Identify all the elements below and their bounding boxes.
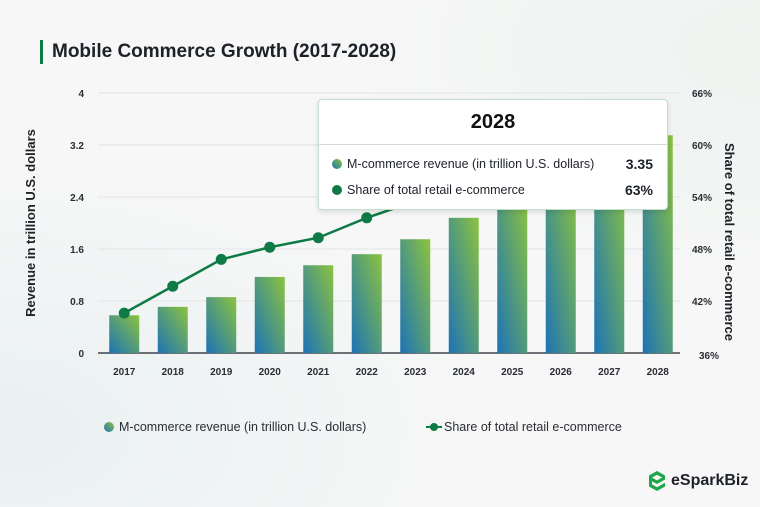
bar-2022 xyxy=(351,254,382,353)
bar-2025 xyxy=(497,197,528,353)
chart-title-bar: Mobile Commerce Growth (2017-2028) xyxy=(40,40,396,64)
y-axis-title-left: Revenue in trillion U.S. dollars xyxy=(23,129,38,317)
y-tick-label-right: 42% xyxy=(692,297,712,308)
y-tick-label-right: 36% xyxy=(699,351,719,362)
brand-name: eSparkBiz xyxy=(671,472,749,489)
y-tick-label-right: 54% xyxy=(692,193,712,204)
x-tick-label: 2021 xyxy=(307,367,330,378)
y-tick-label-left: 0.8 xyxy=(70,297,84,308)
point-2021 xyxy=(312,232,324,244)
bar-2023 xyxy=(400,239,431,353)
x-tick-label: 2023 xyxy=(404,367,427,378)
y-tick-label-left: 3.2 xyxy=(70,141,84,152)
x-tick-label: 2024 xyxy=(453,367,476,378)
tooltip-label: M-commerce revenue (in trillion U.S. dol… xyxy=(347,157,595,171)
y-tick-label-right: 66% xyxy=(692,89,712,100)
y-axis-title-right: Share of total retail e-commerce xyxy=(722,143,737,341)
line-marker-icon xyxy=(426,422,442,432)
x-tick-label: 2022 xyxy=(356,367,379,378)
brand-logo: eSparkBiz xyxy=(647,470,748,492)
bar-2024 xyxy=(448,217,479,353)
point-2020 xyxy=(264,241,276,253)
bar-2017 xyxy=(109,315,140,353)
tooltip-row-revenue: M-commerce revenue (in trillion U.S. dol… xyxy=(319,151,667,177)
gradient-dot-icon xyxy=(332,159,342,169)
x-tick-label: 2019 xyxy=(210,367,233,378)
tooltip-value: 63% xyxy=(624,182,653,198)
gradient-dot-icon xyxy=(104,422,114,432)
legend-item-revenue[interactable]: M-commerce revenue (in trillion U.S. dol… xyxy=(104,419,366,435)
x-tick-label: 2027 xyxy=(598,367,621,378)
bar-2021 xyxy=(303,265,334,353)
y-tick-label-left: 1.6 xyxy=(70,245,84,256)
y-tick-label-left: 0 xyxy=(78,349,84,360)
x-tick-label: 2018 xyxy=(162,367,185,378)
tooltip-value: 3.35 xyxy=(625,156,653,172)
dot-icon xyxy=(332,185,342,195)
y-tick-label-right: 60% xyxy=(692,141,712,152)
bar-2018 xyxy=(157,306,188,353)
bar-2019 xyxy=(206,297,237,353)
x-tick-label: 2020 xyxy=(259,367,282,378)
chart-title: Mobile Commerce Growth (2017-2028) xyxy=(52,41,397,62)
y-tick-label-left: 2.4 xyxy=(70,193,84,204)
y-tick-label-right: 48% xyxy=(692,245,712,256)
point-2022 xyxy=(361,212,373,224)
tooltip-year: 2028 xyxy=(319,100,667,145)
tooltip-label: Share of total retail e-commerce xyxy=(347,183,525,197)
x-tick-label: 2028 xyxy=(647,367,670,378)
legend-item-share[interactable]: Share of total retail e-commerce xyxy=(426,419,622,435)
bar-2020 xyxy=(254,276,285,353)
point-2017 xyxy=(118,307,130,319)
x-tick-label: 2026 xyxy=(550,367,573,378)
x-tick-label: 2017 xyxy=(113,367,136,378)
legend-label: M-commerce revenue (in trillion U.S. dol… xyxy=(119,420,367,434)
tooltip: 2028 M-commerce revenue (in trillion U.S… xyxy=(318,99,668,210)
y-tick-label-left: 4 xyxy=(78,89,84,100)
point-2018 xyxy=(167,280,179,292)
esparkbiz-logo-icon xyxy=(649,471,665,491)
legend-label: Share of total retail e-commerce xyxy=(444,420,622,434)
tooltip-row-share: Share of total retail e-commerce 63% xyxy=(319,177,667,203)
x-tick-label: 2025 xyxy=(501,367,524,378)
point-2019 xyxy=(215,253,227,265)
